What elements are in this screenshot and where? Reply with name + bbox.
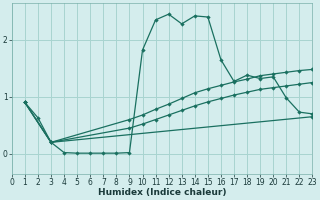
X-axis label: Humidex (Indice chaleur): Humidex (Indice chaleur) bbox=[98, 188, 226, 197]
